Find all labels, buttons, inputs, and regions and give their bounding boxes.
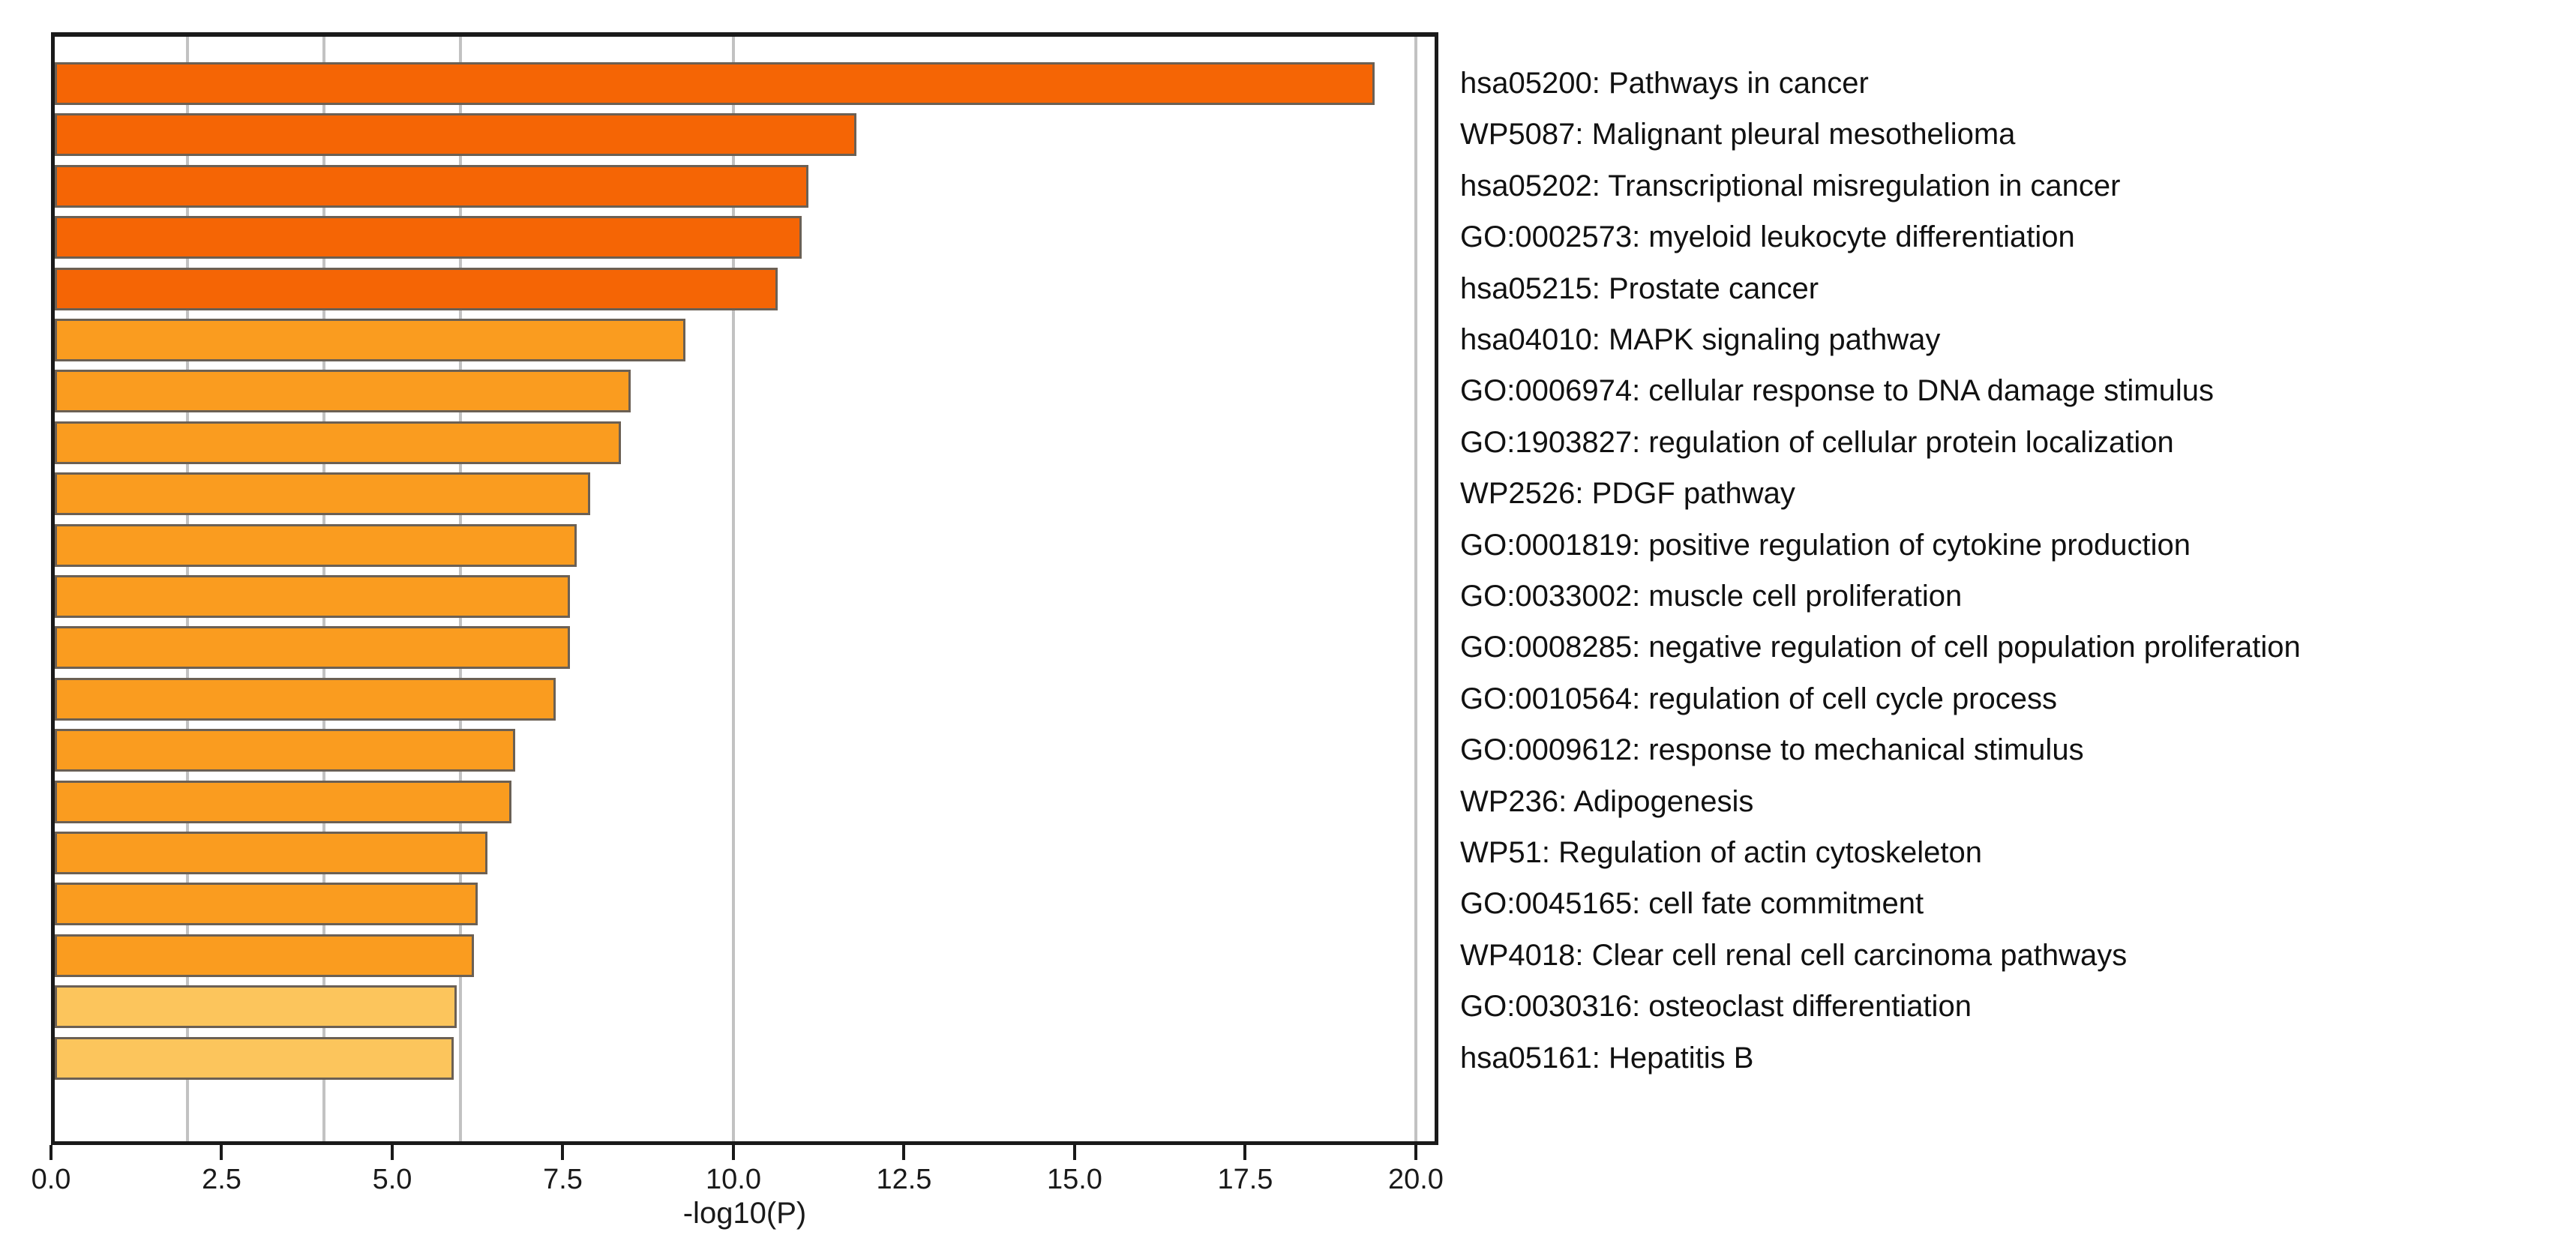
x-tick bbox=[49, 1145, 52, 1160]
bar-label: GO:0001819: positive regulation of cytok… bbox=[1460, 528, 2191, 562]
x-tick bbox=[220, 1145, 223, 1160]
x-tick bbox=[731, 1145, 735, 1160]
bar-label: hsa05200: Pathways in cancer bbox=[1460, 67, 1869, 100]
bar-label: GO:0002573: myeloid leukocyte differenti… bbox=[1460, 220, 2075, 254]
bar-label: GO:0033002: muscle cell proliferation bbox=[1460, 580, 1963, 613]
bar-label: GO:0006974: cellular response to DNA dam… bbox=[1460, 374, 2214, 408]
bar-label: WP5087: Malignant pleural mesothelioma bbox=[1460, 118, 2016, 151]
x-tick bbox=[1414, 1145, 1417, 1160]
bar bbox=[55, 216, 802, 259]
bar-label: WP51: Regulation of actin cytoskeleton bbox=[1460, 836, 1982, 869]
bar-label: hsa05215: Prostate cancer bbox=[1460, 271, 1819, 305]
bar bbox=[55, 472, 590, 516]
x-tick-label: 5.0 bbox=[372, 1164, 412, 1195]
x-tick-label: 20.0 bbox=[1387, 1164, 1444, 1195]
bar bbox=[55, 626, 570, 670]
x-axis-title: -log10(P) bbox=[682, 1197, 807, 1230]
x-tick bbox=[902, 1145, 906, 1160]
x-tick-label: 7.5 bbox=[543, 1164, 583, 1195]
bar bbox=[55, 729, 515, 772]
bar bbox=[55, 1036, 454, 1080]
bar-label: GO:0030316: osteoclast differentiation bbox=[1460, 990, 1972, 1024]
bar-label: WP236: Adipogenesis bbox=[1460, 784, 1754, 818]
bar bbox=[55, 985, 457, 1029]
bar bbox=[55, 883, 478, 926]
bar-label: GO:0010564: regulation of cell cycle pro… bbox=[1460, 682, 2057, 715]
bar-label: hsa05202: Transcriptional misregulation … bbox=[1460, 169, 2121, 202]
x-tick-label: 15.0 bbox=[1046, 1164, 1102, 1195]
bar-label: WP4018: Clear cell renal cell carcinoma … bbox=[1460, 938, 2128, 972]
x-tick bbox=[561, 1145, 565, 1160]
bar bbox=[55, 421, 621, 464]
bar-label: hsa05161: Hepatitis B bbox=[1460, 1041, 1754, 1075]
bar-label: hsa04010: MAPK signaling pathway bbox=[1460, 323, 1941, 356]
bar-label: GO:1903827: regulation of cellular prote… bbox=[1460, 425, 2174, 459]
x-tick bbox=[1243, 1145, 1247, 1160]
x-tick bbox=[1072, 1145, 1076, 1160]
bar bbox=[55, 62, 1375, 105]
bar bbox=[55, 267, 778, 310]
bar-label: GO:0008285: negative regulation of cell … bbox=[1460, 631, 2301, 664]
bar bbox=[55, 575, 570, 618]
bar bbox=[55, 370, 631, 413]
gridline bbox=[731, 37, 735, 1141]
x-tick bbox=[390, 1145, 394, 1160]
bar bbox=[55, 832, 488, 874]
x-tick-label: 2.5 bbox=[202, 1164, 241, 1195]
x-tick-label: 12.5 bbox=[876, 1164, 932, 1195]
bar bbox=[55, 319, 686, 361]
bar-label: GO:0009612: response to mechanical stimu… bbox=[1460, 733, 2084, 767]
x-tick-label: 10.0 bbox=[706, 1164, 761, 1195]
x-tick-label: 17.5 bbox=[1217, 1164, 1273, 1195]
bar bbox=[55, 934, 475, 977]
bar-label: GO:0045165: cell fate commitment bbox=[1460, 887, 1924, 921]
gridline bbox=[1414, 37, 1417, 1141]
bar bbox=[55, 780, 512, 823]
bar bbox=[55, 523, 577, 567]
plot-area bbox=[51, 32, 1438, 1145]
x-tick-label: 0.0 bbox=[31, 1164, 71, 1195]
bar bbox=[55, 113, 856, 157]
bar bbox=[55, 677, 556, 721]
bar-label: WP2526: PDGF pathway bbox=[1460, 477, 1795, 511]
bar bbox=[55, 164, 809, 208]
